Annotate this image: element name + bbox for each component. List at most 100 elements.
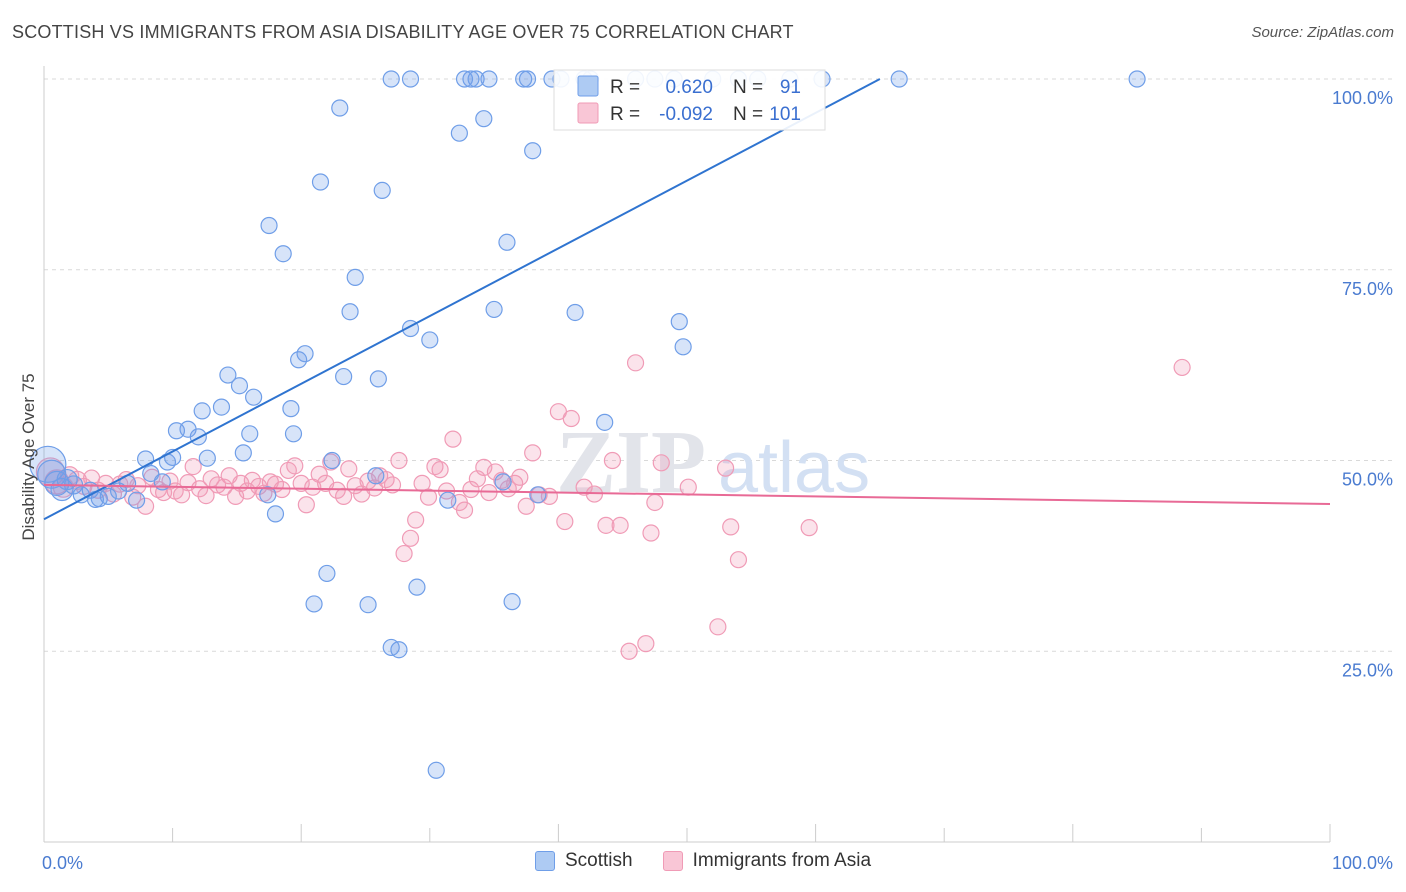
scottish-point-13 — [136, 450, 155, 468]
stats-r-asia: -0.092 — [659, 104, 713, 125]
stats-n-asia: 101 — [769, 104, 801, 125]
asia-point-14 — [136, 497, 155, 515]
scottish-point-51 — [390, 641, 408, 659]
y-tick-label-0: 100.0% — [1332, 88, 1393, 108]
asia-points — [35, 354, 1191, 660]
scottish-point-28 — [241, 425, 259, 443]
asia-point-88 — [611, 516, 629, 534]
asia-trend-line — [43, 483, 1331, 505]
source-label: Source: ZipAtlas.com — [1251, 24, 1394, 41]
asia-point-23 — [191, 480, 209, 498]
asia-point-22 — [184, 458, 202, 476]
scottish-point-34 — [284, 425, 303, 443]
legend-item-asia: Immigrants from Asia — [662, 850, 872, 872]
scottish-point-25 — [230, 377, 249, 395]
asia-point-82 — [556, 512, 574, 531]
asia-point-43 — [310, 465, 328, 483]
asia-point-101 — [1173, 358, 1191, 377]
scottish-point-66 — [498, 233, 516, 251]
scottish-point-67 — [503, 593, 521, 611]
asia-point-99 — [729, 551, 748, 569]
legend-label-scottish: Scottish — [564, 850, 633, 871]
scottish-point-52 — [401, 70, 420, 88]
scottish-point-60 — [462, 70, 480, 88]
scottish-point-9 — [99, 487, 117, 505]
scottish-point-77 — [596, 413, 614, 431]
asia-point-77 — [517, 497, 535, 515]
legend-item-scottish: Scottish — [534, 850, 633, 872]
asia-point-92 — [642, 524, 660, 542]
scottish-point-54 — [408, 578, 426, 596]
scottish-point-62 — [475, 110, 493, 128]
scottish-point-12 — [127, 491, 146, 509]
scottish-point-89 — [1128, 70, 1146, 88]
scottish-point-71 — [529, 486, 547, 504]
scottish-point-27 — [234, 444, 252, 462]
y-tick-label-3: 25.0% — [1342, 660, 1393, 680]
asia-point-55 — [383, 476, 402, 494]
scottish-point-47 — [369, 370, 387, 388]
legend-label-asia: Immigrants from Asia — [692, 850, 872, 871]
stats-r-label-scottish: R = — [610, 77, 640, 98]
asia-point-41 — [297, 496, 315, 514]
scottish-point-43 — [341, 303, 359, 321]
asia-point-58 — [401, 529, 420, 547]
scottish-point-88 — [890, 70, 908, 88]
scottish-point-68 — [515, 70, 533, 88]
stats-n-scottish: 91 — [780, 77, 801, 98]
scottish-point-45 — [359, 596, 377, 614]
asia-point-56 — [390, 451, 408, 470]
asia-point-78 — [524, 444, 542, 462]
scottish-point-38 — [311, 173, 330, 191]
scottish-point-29 — [259, 486, 277, 504]
scottish-point-23 — [212, 398, 231, 416]
asia-point-94 — [652, 454, 670, 472]
asia-point-63 — [431, 461, 449, 479]
scottish-point-36 — [296, 345, 314, 363]
asia-point-100 — [800, 519, 818, 537]
asia-point-67 — [455, 501, 474, 519]
asia-point-65 — [444, 430, 462, 448]
y-axis-label: Disability Age Over 75 — [19, 373, 38, 540]
scottish-point-42 — [335, 367, 353, 386]
scottish-point-70 — [524, 142, 542, 160]
scottish-point-46 — [367, 467, 385, 485]
y-tick-labels: 100.0% 75.0% 50.0% 25.0% — [1332, 88, 1393, 680]
scottish-point-26 — [245, 388, 263, 406]
scottish-point-3 — [50, 477, 74, 502]
y-tick-label-1: 75.0% — [1342, 279, 1393, 299]
scottish-point-0 — [29, 445, 67, 483]
asia-point-68 — [462, 480, 480, 499]
scottish-point-31 — [266, 505, 285, 523]
scottish-point-40 — [323, 451, 341, 470]
x-tick-label-min: 0.0% — [42, 853, 83, 873]
asia-point-91 — [637, 635, 655, 653]
asia-point-93 — [646, 493, 664, 512]
asia-point-97 — [716, 459, 735, 477]
scottish-point-74 — [566, 303, 584, 322]
watermark-zip: ZIP — [556, 413, 706, 512]
asia-point-84 — [575, 478, 593, 496]
scottish-point-50 — [382, 70, 400, 88]
stats-n-label-asia: N = — [733, 104, 763, 125]
scottish-point-65 — [494, 473, 512, 491]
asia-point-61 — [419, 488, 438, 506]
scottish-point-57 — [439, 491, 457, 509]
asia-point-59 — [407, 511, 425, 529]
scottish-point-44 — [346, 268, 364, 286]
y-tick-label-2: 50.0% — [1342, 470, 1393, 490]
asia-point-89 — [620, 642, 638, 660]
scottish-point-14 — [142, 464, 160, 483]
asia-point-62 — [426, 458, 444, 476]
scottish-point-64 — [485, 300, 503, 319]
stats-n-label-scottish: N = — [733, 77, 763, 98]
scottish-point-69 — [518, 70, 537, 88]
stats-r-scottish: 0.620 — [665, 77, 713, 98]
asia-point-96 — [709, 618, 727, 636]
scottish-point-55 — [421, 331, 439, 349]
scottish-point-41 — [331, 99, 349, 117]
scottish-point-56 — [427, 761, 445, 779]
scottish-point-35 — [290, 351, 308, 369]
scottish-point-32 — [274, 245, 292, 263]
